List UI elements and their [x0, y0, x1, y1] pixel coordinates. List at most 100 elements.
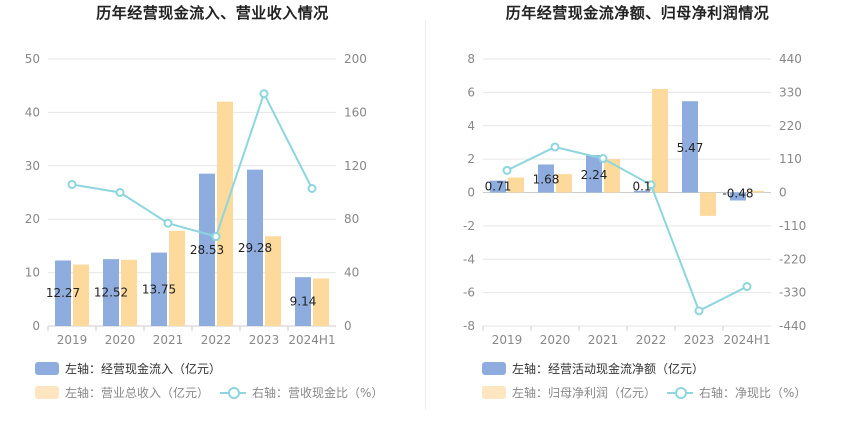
right-axis-tick-label: 440	[779, 52, 802, 66]
bar-series-1	[538, 164, 554, 193]
legend-item-revenue[interactable]: 左轴：营业总收入（亿元）	[35, 384, 209, 401]
bar-series-1	[730, 192, 746, 201]
right-axis-tick-label: 40	[344, 266, 359, 280]
data-label: 9.14	[290, 295, 317, 309]
left-axis-tick-label: 40	[25, 105, 40, 119]
left-axis-tick-label: 30	[25, 159, 40, 173]
left-axis-tick-label: 0	[32, 319, 40, 333]
right-chart-panel: 历年经营现金流净额、归母净利润情况 -8 -6 -4 -2 0 2 4 6 8 -440 -330 -…	[425, 0, 850, 437]
bar-series-1	[295, 277, 311, 326]
legend-line-icon	[667, 386, 693, 399]
right-axis-tick-label: 160	[344, 105, 367, 119]
left-axis-tick-label: -6	[463, 286, 475, 300]
legend-label: 左轴：经营活动现金流净额（亿元）	[512, 362, 705, 376]
bar-series-2	[313, 278, 329, 326]
line-point	[163, 218, 173, 228]
left-axis-tick-label: 8	[467, 52, 475, 66]
left-axis-tick-label: 50	[25, 52, 40, 66]
right-axis-tick-label: -330	[779, 286, 806, 300]
data-label: 12.27	[46, 286, 80, 300]
legend-item-inflow[interactable]: 左轴：经营现金流入（亿元）	[35, 360, 221, 377]
left-axis-tick-label: 0	[467, 186, 475, 200]
left-axis-tick-label: 6	[467, 85, 475, 99]
left-axis-tick-label: 4	[467, 119, 475, 133]
x-axis-tick-label: 2020	[540, 333, 571, 347]
bar-series-1	[55, 260, 71, 326]
bar-series-2	[121, 259, 137, 326]
data-label: 0.1	[632, 180, 651, 194]
data-label: 0.71	[485, 180, 512, 194]
left-axis-tick-label: -8	[463, 319, 475, 333]
left-axis-tick-label: -4	[463, 252, 475, 266]
legend-label: 右轴：净现比（%）	[699, 386, 807, 400]
data-label: 2.24	[581, 168, 608, 182]
left-chart-panel: 历年经营现金流入、营业收入情况 0 10 20 30 40 50 0 40 80 120 160 20…	[25, 4, 384, 401]
x-axis-tick-label: 2019	[57, 333, 88, 347]
data-label: 29.28	[238, 241, 272, 255]
x-axis-tick-label: 2024H1	[723, 333, 770, 347]
data-label: 13.75	[142, 282, 176, 296]
data-label: 5.47	[677, 141, 704, 155]
bar-series-2	[169, 230, 185, 326]
x-axis-tick-label: 2022	[201, 333, 232, 347]
right-axis-tick-label: 220	[779, 119, 802, 133]
right-chart-plot: -8 -6 -4 -2 0 2 4 6 8 -440 -330 -220 -110 0 110 220 330 4…	[463, 52, 806, 347]
bar-series-1	[151, 252, 167, 326]
legend-item-net-cashflow[interactable]: 左轴：经营活动现金流净额（亿元）	[482, 360, 704, 377]
line-point	[67, 179, 77, 189]
legend-swatch-icon	[482, 386, 506, 399]
bar-series-2	[556, 174, 572, 193]
data-label: 1.68	[533, 172, 560, 186]
left-axis-tick-label: 2	[467, 152, 475, 166]
line-point	[307, 183, 317, 193]
left-axis-tick-label: -2	[463, 219, 475, 233]
line-point	[550, 142, 560, 152]
x-axis-tick-label: 2024H1	[288, 333, 335, 347]
bar-series-2	[73, 264, 89, 326]
x-axis-tick-label: 2020	[105, 333, 136, 347]
legend-swatch-icon	[482, 362, 506, 375]
line-point	[742, 282, 752, 292]
right-axis-tick-label: 200	[344, 52, 367, 66]
line-point	[211, 232, 221, 242]
line-point	[598, 154, 608, 164]
x-axis-tick-label: 2022	[636, 333, 667, 347]
bar-series-2	[508, 177, 524, 193]
panel-divider	[425, 20, 426, 410]
line-series	[71, 91, 313, 238]
bar-series-2	[265, 236, 281, 326]
bar-series-1	[490, 180, 506, 193]
bar-series-1	[586, 155, 602, 193]
legend-item-net-profit[interactable]: 左轴：归母净利润（亿元）	[482, 384, 656, 401]
right-axis-tick-label: 80	[344, 212, 359, 226]
x-axis-tick-label: 2019	[492, 333, 523, 347]
legend-label: 左轴：归母净利润（亿元）	[512, 386, 657, 400]
legend-label: 左轴：营业总收入（亿元）	[65, 386, 210, 400]
legend-item-net-cash-ratio[interactable]: 右轴：净现比（%）	[667, 384, 806, 401]
left-axis-tick-label: 20	[25, 212, 40, 226]
legend-line-icon	[220, 386, 246, 399]
data-label: 12.52	[94, 286, 128, 300]
right-axis-tick-label: 0	[779, 186, 787, 200]
line-point	[694, 306, 704, 316]
bar-series-2	[652, 89, 668, 193]
bar-series-1	[634, 190, 650, 193]
bar-series-1	[199, 173, 215, 326]
right-axis-tick-label: -110	[779, 219, 806, 233]
bar-series-1	[103, 259, 119, 326]
legend-swatch-icon	[35, 362, 59, 375]
legend-swatch-icon	[35, 386, 59, 399]
chart-title: 历年经营现金流净额、归母净利润情况	[505, 4, 770, 22]
bar-series-1	[247, 169, 263, 326]
line-series	[506, 145, 748, 313]
bar-series-2	[748, 190, 764, 193]
chart-title: 历年经营现金流入、营业收入情况	[96, 4, 329, 22]
data-label: 28.53	[190, 243, 224, 257]
line-point	[259, 89, 269, 99]
legend-item-ratio[interactable]: 右轴：营收现金比（%）	[220, 384, 383, 401]
bar-series-2	[604, 159, 620, 193]
data-label: -0.48	[722, 187, 753, 201]
right-axis-tick-label: -440	[779, 319, 806, 333]
legend-label: 右轴：营收现金比（%）	[252, 386, 384, 400]
x-axis-tick-label: 2021	[153, 333, 184, 347]
